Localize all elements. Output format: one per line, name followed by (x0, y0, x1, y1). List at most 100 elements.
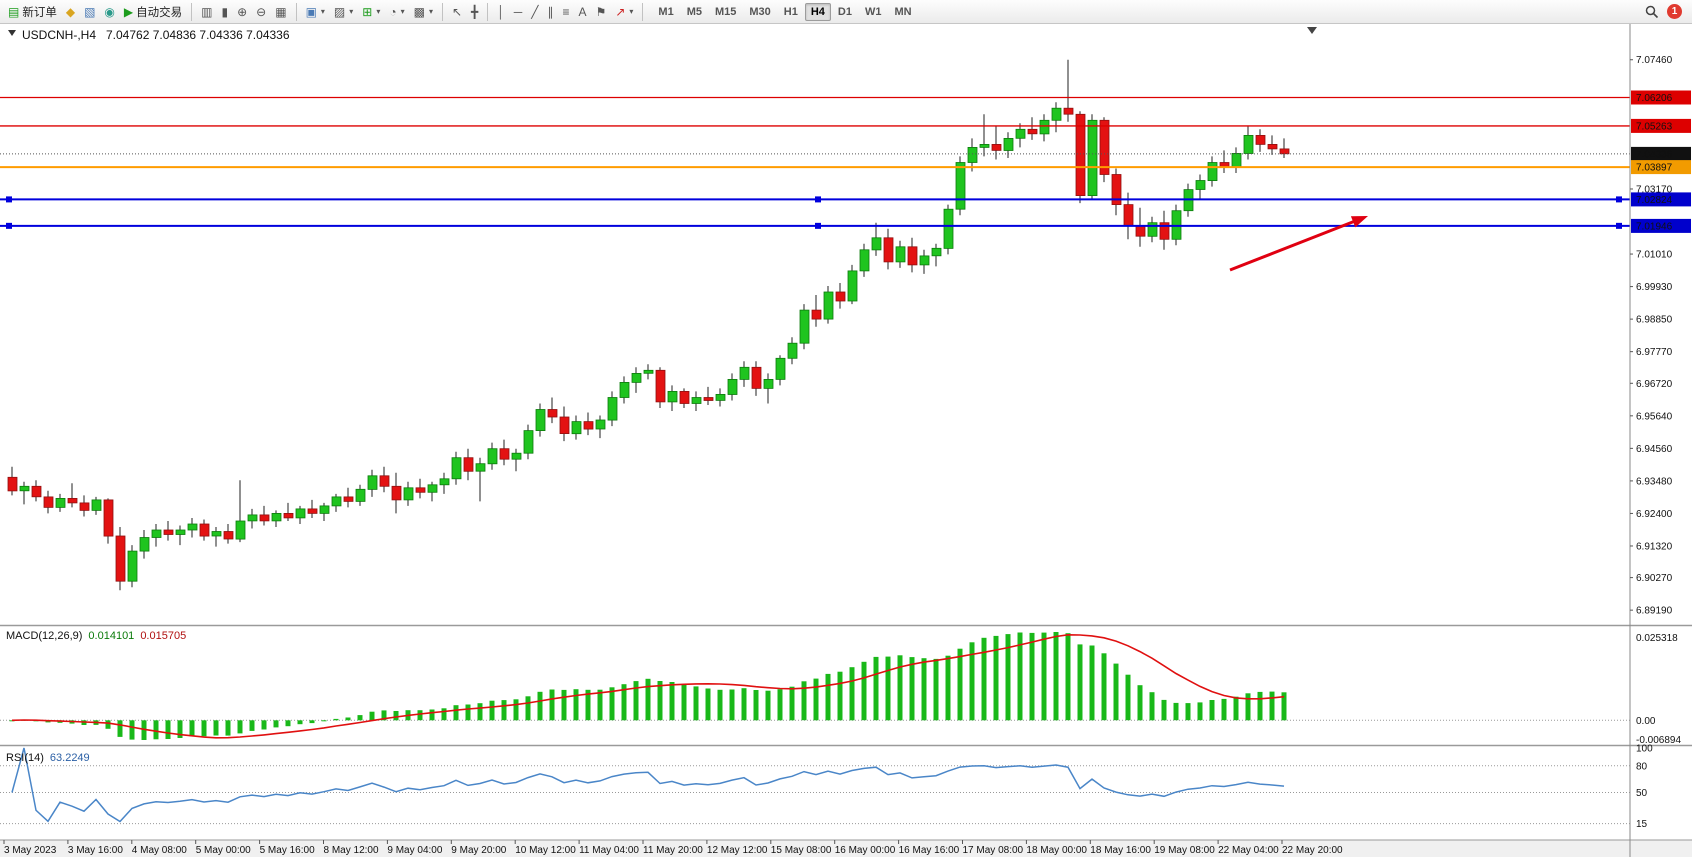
bar-chart-button[interactable]: ▥ (197, 2, 216, 22)
candle-body (1123, 204, 1134, 227)
macd-scale-label: -0.006894 (1636, 735, 1681, 746)
candle-body (295, 508, 306, 519)
candle-body (487, 448, 498, 465)
macd-histogram-bar (129, 720, 135, 740)
timeframe-button-mn[interactable]: MN (894, 5, 912, 18)
crosshair-button[interactable]: ╋ (467, 2, 482, 22)
candle-body (187, 523, 198, 531)
candle-body (271, 512, 282, 522)
line-handle[interactable] (1616, 222, 1622, 229)
candle-body (943, 208, 954, 249)
time-axis-label: 10 May 12:00 (515, 845, 576, 856)
candle-body (415, 487, 426, 493)
autotrading-button[interactable]: ▶ 自动交易 (120, 2, 186, 22)
timeframe-button-m15[interactable]: M15 (714, 5, 737, 18)
dropdown-caret-icon: ▾ (629, 7, 634, 16)
candle-body (379, 475, 390, 487)
timeframe-button-d1[interactable]: D1 (837, 5, 852, 18)
macd-histogram-bar (1161, 699, 1167, 721)
timeframe-button-h4[interactable]: H4 (804, 2, 831, 21)
timeframe-button-m5[interactable]: M5 (686, 5, 702, 18)
templates-button[interactable]: ▩ ▾ (410, 2, 437, 22)
chart-area[interactable]: 3 May 2023 3 May 16:00 4 May 08:00 5 May 00… (0, 24, 1692, 857)
profiles-button[interactable]: ▧ (80, 2, 99, 22)
candle-body (43, 496, 54, 508)
macd-histogram-bar (669, 682, 675, 721)
zoom-in-button[interactable]: ⊕ (233, 2, 251, 22)
zoom-in-icon: ⊕ (237, 4, 248, 19)
price-badge (1631, 90, 1691, 105)
mql5-icon: ◆ (65, 4, 76, 19)
candle-body (163, 529, 174, 535)
candle-body (139, 537, 150, 552)
cursor-button[interactable]: ↖ (448, 2, 466, 22)
time-axis-label: 9 May 20:00 (451, 845, 506, 856)
line-handle[interactable] (815, 196, 821, 203)
candle-body (1195, 180, 1206, 190)
macd-histogram-bar (1053, 632, 1059, 721)
time-axis[interactable] (0, 840, 1692, 857)
candle-body (955, 162, 966, 210)
chart-profiles-button[interactable]: ▨ ▾ (330, 2, 357, 22)
chart-shift-marker[interactable] (1307, 27, 1317, 34)
candle-body (175, 529, 186, 535)
macd-histogram-bar (945, 655, 951, 721)
candle-body (583, 421, 594, 430)
price-badge-label: 7.02824 (1636, 195, 1673, 206)
new-chart-button[interactable]: ▣ ▾ (302, 2, 329, 22)
timeframe-button-m30[interactable]: M30 (749, 5, 771, 18)
channel-button[interactable]: ∥ (544, 2, 558, 22)
macd-histogram-bar (1005, 634, 1011, 721)
collapse-icon[interactable] (8, 30, 16, 36)
time-axis-label: 16 May 00:00 (835, 845, 896, 856)
candle-body (151, 529, 162, 538)
timeframe-button-w1[interactable]: W1 (864, 5, 882, 18)
mql5-button[interactable]: ◆ (62, 2, 79, 22)
macd-histogram-bar (345, 717, 351, 721)
timeframe-button-m1[interactable]: M1 (658, 5, 674, 18)
new-chart-icon: ▣ (305, 4, 317, 19)
time-axis-label: 9 May 04:00 (387, 845, 442, 856)
fibonacci-button[interactable]: ≡ (559, 2, 574, 22)
candlestick-chart-button[interactable]: ▮ (217, 2, 232, 22)
line-handle[interactable] (1616, 196, 1622, 203)
autotrading-play-icon: ▶ (123, 4, 134, 19)
charts-profile-icon: ▧ (84, 4, 96, 19)
macd-histogram-bar (321, 720, 327, 722)
macd-histogram-bar (1281, 692, 1287, 721)
new-order-button[interactable]: ▤ 新订单 (4, 2, 61, 22)
horizontal-line-button[interactable]: ─ (510, 2, 527, 22)
periods-button[interactable]: ◔ ▾ (385, 2, 408, 22)
arrows-tool-button[interactable]: ↗ ▾ (611, 2, 637, 22)
search-icon[interactable] (1645, 5, 1659, 19)
candle-body (439, 478, 450, 486)
candle-body (391, 485, 402, 501)
trend-arrow[interactable] (1229, 217, 1361, 272)
market-watch-button[interactable]: ◉ (100, 2, 118, 22)
candle-body (403, 487, 414, 501)
candle-body (331, 496, 342, 507)
time-axis-label: 17 May 08:00 (963, 845, 1024, 856)
vertical-line-button[interactable]: │ (493, 2, 509, 22)
macd-histogram-bar (933, 658, 939, 721)
macd-histogram-bar (309, 720, 315, 724)
macd-histogram-bar (825, 673, 831, 721)
trendline-button[interactable]: ╱ (527, 2, 542, 22)
line-handle[interactable] (6, 196, 12, 203)
text-tool-button[interactable]: A (575, 2, 591, 22)
line-handle[interactable] (6, 222, 12, 229)
trend-arrow-head[interactable] (1350, 216, 1368, 228)
label-tool-button[interactable]: ⚑ (592, 2, 611, 22)
indicators-button[interactable]: ⊞ ▾ (358, 2, 384, 22)
zoom-out-button[interactable]: ⊖ (252, 2, 270, 22)
macd-histogram-bar (813, 678, 819, 721)
tile-windows-button[interactable]: ▦ (271, 2, 290, 22)
candle-body (1279, 148, 1290, 155)
rsi-scale-label: 50 (1636, 788, 1648, 799)
candle-body (511, 452, 522, 460)
candle-body (307, 508, 318, 514)
trendline-icon: ╱ (531, 4, 539, 19)
timeframe-button-h1[interactable]: H1 (783, 5, 798, 18)
line-handle[interactable] (815, 222, 821, 229)
notifications-badge[interactable]: 1 (1667, 4, 1682, 19)
